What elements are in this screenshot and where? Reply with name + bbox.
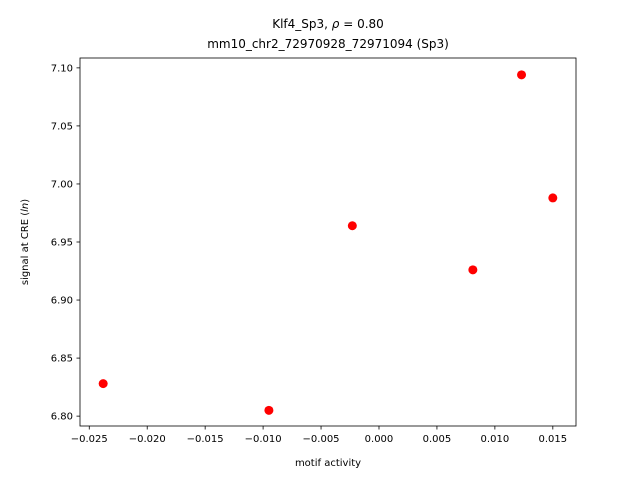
data-points [98, 70, 558, 415]
x-tick-label: −0.025 [71, 434, 108, 445]
x-tick-label: 0.010 [481, 434, 510, 445]
scatter-point [347, 221, 357, 231]
x-tick-label: −0.010 [245, 434, 282, 445]
scatter-point [98, 379, 108, 389]
scatter-point [264, 405, 274, 415]
scatter-point [468, 265, 478, 275]
x-tick-label: 0.005 [423, 434, 452, 445]
y-tick-label: 7.05 [51, 121, 73, 132]
scatter-point [548, 193, 558, 203]
scatter-point [517, 70, 527, 80]
y-tick-label: 6.95 [51, 238, 73, 249]
y-axis-ticks: 6.80 6.85 6.90 6.95 7.00 7.05 7.10 [51, 63, 80, 423]
y-tick-label: 7.10 [51, 63, 73, 74]
x-tick-label: −0.015 [187, 434, 224, 445]
plot-frame [79, 57, 577, 427]
y-tick-label: 6.85 [51, 354, 73, 365]
chart-title: Klf4_Sp3, ρ = 0.80 [272, 17, 384, 31]
y-axis-label: signal at CRE (ln) [20, 199, 31, 285]
x-axis-ticks: −0.025 −0.020 −0.015 −0.010 −0.005 0.000 0.005… [71, 426, 567, 445]
y-tick-label: 6.90 [51, 296, 73, 307]
x-axis-label: motif activity [295, 458, 361, 469]
y-tick-label: 7.00 [51, 179, 73, 190]
x-tick-label: −0.005 [303, 434, 340, 445]
y-tick-label: 6.80 [51, 412, 73, 423]
x-tick-label: 0.015 [539, 434, 568, 445]
x-tick-label: 0.000 [365, 434, 394, 445]
x-tick-label: −0.020 [129, 434, 166, 445]
chart-subtitle: mm10_chr2_72970928_72971094 (Sp3) [207, 37, 449, 51]
